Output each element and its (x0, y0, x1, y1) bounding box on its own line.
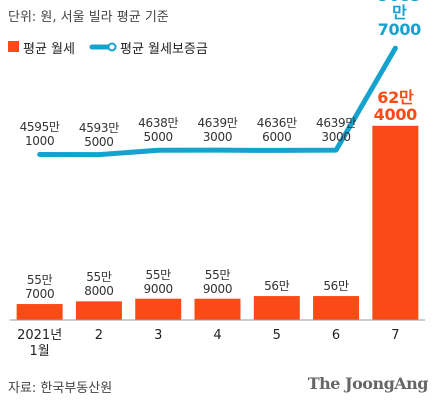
x-tick-label: 6 (331, 328, 341, 343)
bar (75, 301, 122, 320)
data-label: 4593만 5000 (78, 120, 119, 149)
x-tick-label: 2 (94, 328, 104, 343)
data-label: 55만 8000 (84, 270, 114, 299)
data-label: 56만 (264, 279, 290, 294)
data-label: 4595만 1000 (19, 120, 60, 149)
bar (372, 125, 419, 320)
data-label: 56만 (323, 279, 349, 294)
bar (313, 296, 360, 320)
data-label: 4638만 5000 (138, 116, 179, 145)
data-label: 55만 9000 (143, 267, 174, 296)
x-tick-label: 5 (272, 328, 281, 343)
chart-title: 단위: 원, 서울 빌라 평균 기준 (8, 10, 169, 25)
data-label: 5683만 7000 (377, 0, 422, 40)
x-tick-label: 2021년 1월 (17, 328, 63, 359)
legend-swatch (8, 41, 19, 52)
bar (135, 298, 182, 320)
x-tick-label: 7 (391, 328, 400, 343)
legend-swatch (107, 42, 117, 52)
brand-logo: The JoongAng (307, 374, 429, 393)
data-label: 55만 9000 (202, 267, 233, 296)
data-label: 4639만 3000 (316, 116, 357, 145)
data-label: 4636만 6000 (256, 116, 297, 145)
x-tick-label: 4 (213, 328, 222, 343)
bar (253, 296, 300, 320)
data-label: 62만 4000 (373, 87, 418, 124)
bar (16, 304, 63, 320)
legend-label: 평균 월세보증금 (120, 42, 208, 57)
bar (194, 298, 241, 320)
data-label: 4639만 3000 (197, 116, 238, 145)
line (37, 45, 398, 158)
legend-label: 평균 월세 (23, 42, 75, 57)
source: 자료: 한국부동산원 (8, 381, 113, 396)
x-tick-label: 3 (154, 328, 163, 343)
data-label: 55만 7000 (24, 273, 55, 302)
